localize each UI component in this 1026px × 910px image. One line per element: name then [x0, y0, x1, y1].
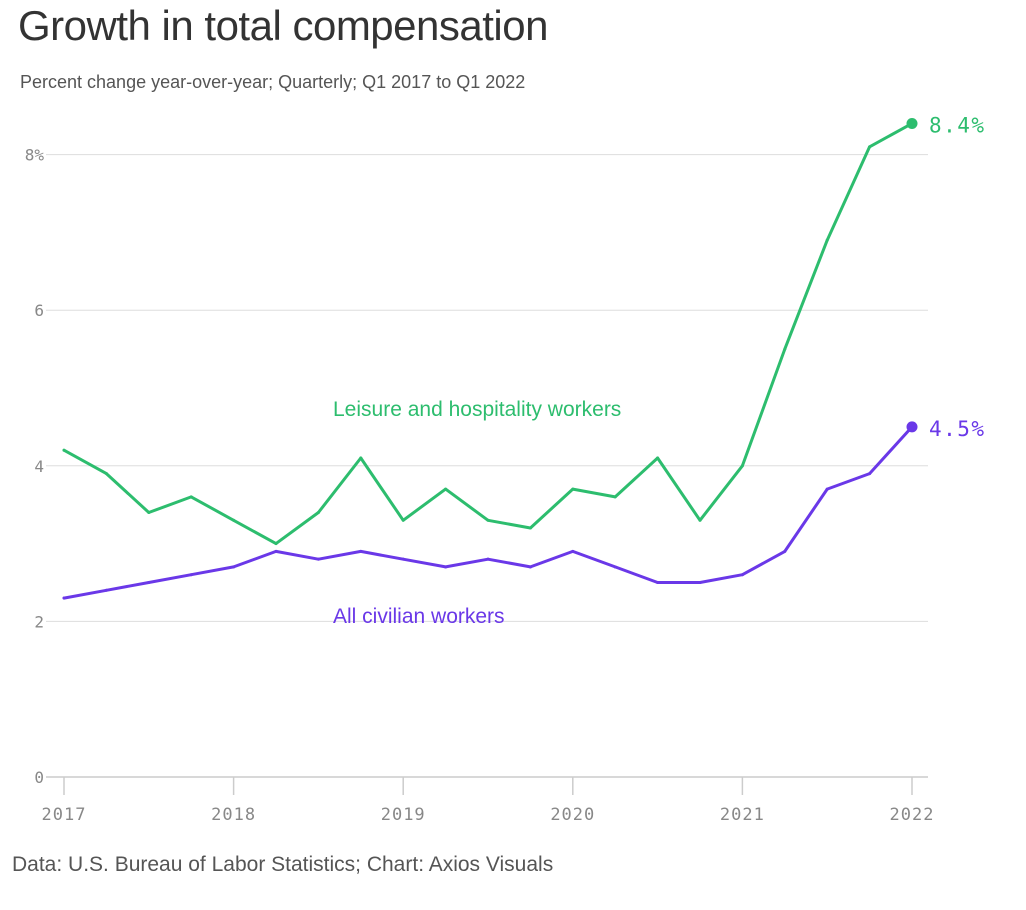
- data-point: [147, 510, 151, 514]
- data-point: [274, 549, 278, 553]
- x-tick-label: 2017: [42, 805, 87, 825]
- gridlines: [46, 154, 928, 622]
- data-point: [613, 565, 617, 569]
- series-labels: 8.4% 4.5% Leisure and hospitality workers A…: [333, 113, 986, 628]
- data-point: [104, 472, 108, 476]
- data-point: [740, 573, 744, 577]
- data-point: [189, 573, 193, 577]
- series-name-label: Leisure and hospitality workers: [333, 398, 621, 421]
- x-tick-label: 2022: [890, 805, 935, 825]
- data-point: [401, 557, 405, 561]
- series-end-label: 4.5%: [929, 417, 986, 441]
- y-axis-tick-labels: 0 2 4 6 8%: [25, 146, 45, 787]
- data-point: [656, 581, 660, 584]
- data-point: [740, 464, 744, 468]
- data-point: [274, 542, 278, 546]
- x-tick-label: 2019: [381, 805, 426, 825]
- series-lines: [62, 117, 918, 600]
- data-point: [316, 557, 320, 561]
- data-point: [613, 495, 617, 499]
- y-tick-label: 6: [34, 301, 44, 320]
- data-point: [868, 145, 872, 149]
- chart-title: Growth in total compensation: [18, 2, 548, 49]
- data-point: [868, 472, 872, 476]
- x-tick-label: 2021: [720, 805, 765, 825]
- y-tick-label: 8%: [25, 146, 45, 165]
- series-line-0: [62, 122, 914, 546]
- y-tick-label: 0: [34, 768, 44, 787]
- series-end-dot: [906, 117, 918, 129]
- data-point: [698, 581, 702, 584]
- source-note: Data: U.S. Bureau of Labor Statistics; C…: [12, 853, 554, 876]
- data-point: [62, 596, 66, 600]
- data-point: [825, 487, 829, 491]
- data-point: [62, 448, 66, 452]
- x-axis-tick-labels: 2017 2018 2019 2020 2021 2022: [42, 805, 935, 825]
- data-point: [232, 565, 236, 569]
- y-tick-label: 2: [34, 612, 44, 631]
- data-point: [147, 581, 151, 584]
- data-point: [656, 456, 660, 460]
- data-point: [359, 456, 363, 460]
- x-tick-label: 2020: [550, 805, 595, 825]
- data-point: [528, 526, 532, 530]
- data-point: [783, 549, 787, 553]
- data-point: [486, 518, 490, 522]
- data-point: [825, 238, 829, 242]
- x-axis: [46, 776, 928, 795]
- data-point: [401, 518, 405, 522]
- x-tick-label: 2018: [211, 805, 256, 825]
- data-point: [232, 518, 236, 522]
- data-point: [359, 549, 363, 553]
- data-point: [444, 487, 448, 491]
- series-end-dot: [906, 421, 918, 433]
- line-chart: 0 2 4 6 8% 2017 2018 2019 2020 2021 2022 8.4% 4.5%…: [25, 113, 986, 825]
- data-point: [783, 347, 787, 351]
- data-point: [189, 495, 193, 499]
- data-point: [571, 487, 575, 491]
- data-point: [528, 565, 532, 569]
- data-point: [571, 549, 575, 553]
- data-point: [104, 588, 108, 592]
- chart-subtitle: Percent change year-over-year; Quarterly…: [20, 72, 526, 92]
- series-name-label: All civilian workers: [333, 605, 505, 628]
- data-point: [316, 510, 320, 514]
- series-line-1: [62, 425, 914, 600]
- data-point: [444, 565, 448, 569]
- y-tick-label: 4: [34, 457, 44, 476]
- data-point: [698, 518, 702, 522]
- series-end-label: 8.4%: [929, 113, 986, 137]
- data-point: [486, 557, 490, 561]
